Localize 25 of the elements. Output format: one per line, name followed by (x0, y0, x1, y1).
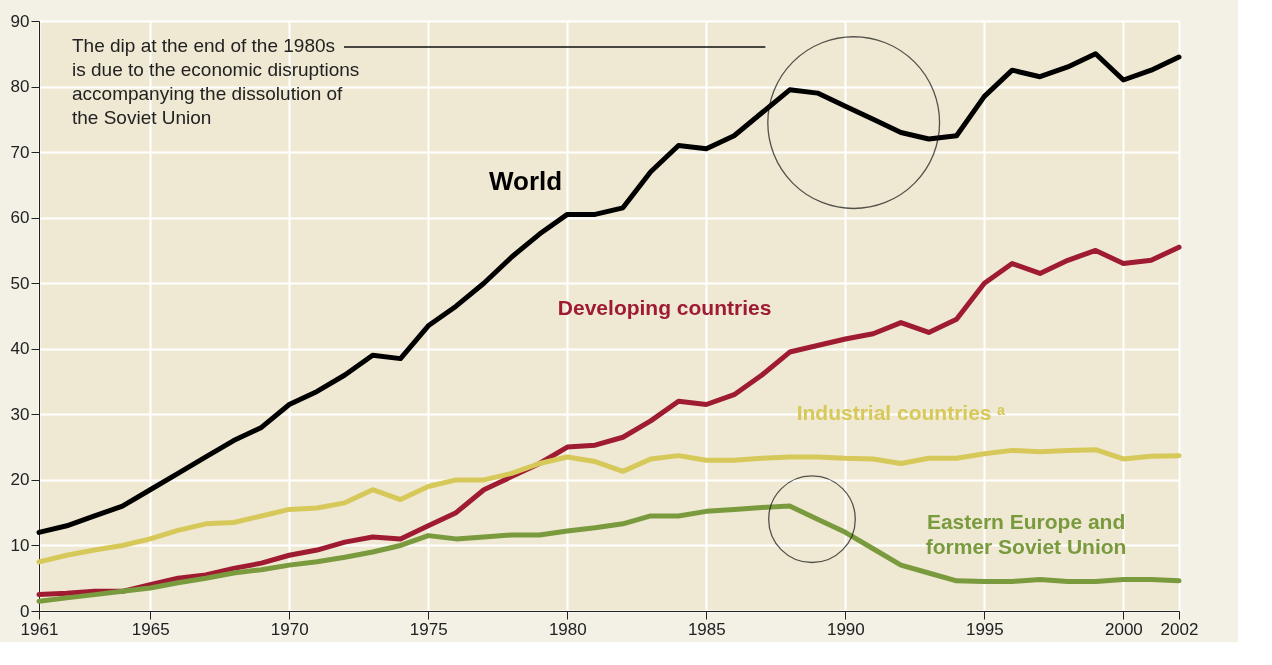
x-tick-label: 2002 (1160, 619, 1199, 639)
y-tick-label: 20 (10, 470, 30, 490)
y-tick-label: 40 (10, 339, 30, 359)
x-tick-label: 1970 (270, 619, 309, 639)
x-tick-label: 1995 (965, 619, 1004, 639)
series-label: Industrial countries ᵃ (796, 401, 1006, 425)
y-tick-label: 60 (10, 208, 30, 228)
series-label: World (488, 165, 563, 196)
y-tick-label: 90 (10, 11, 30, 31)
x-tick-label: 1990 (826, 619, 865, 639)
x-tick-label: 1961 (20, 619, 59, 639)
x-tick-label: 1965 (131, 619, 170, 639)
y-tick-label: 70 (10, 142, 30, 162)
annotation: The dip at the end of the 1980s is due to the economic disruptions accompanying the dissolution of the Soviet Union (72, 35, 360, 128)
y-tick-label: 80 (10, 77, 30, 97)
x-tick-label: 1985 (687, 619, 726, 639)
x-tick-label: 1980 (548, 619, 587, 639)
y-tick-label: 0 (20, 601, 30, 621)
series-label: Developing countries (557, 296, 772, 320)
y-tick-label: 50 (10, 273, 30, 293)
series-label: Eastern Europe and former Soviet Union (925, 509, 1127, 558)
x-tick-label: 2000 (1104, 619, 1143, 639)
y-tick-label: 10 (10, 535, 30, 555)
x-tick-label: 1975 (409, 619, 448, 639)
y-tick-label: 30 (10, 404, 30, 424)
